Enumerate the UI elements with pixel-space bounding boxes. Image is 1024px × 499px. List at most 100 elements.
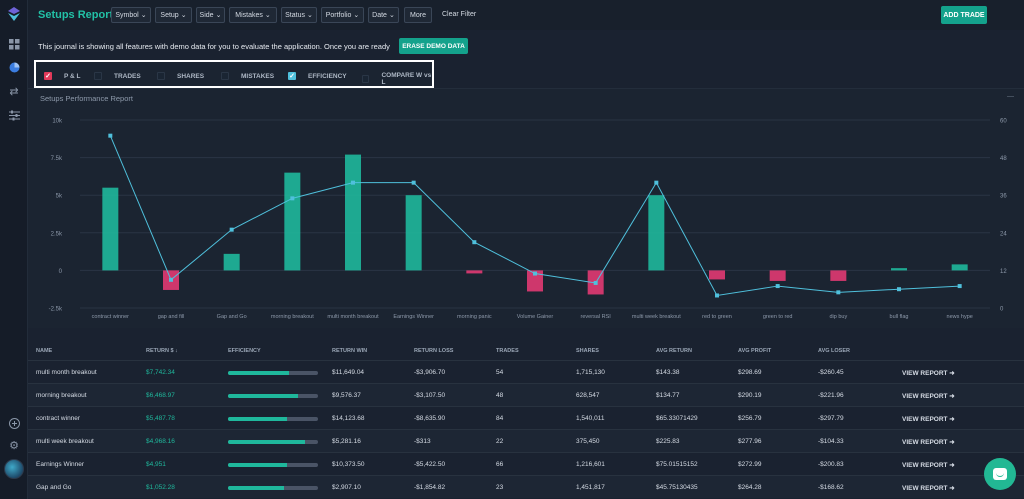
- trades-transfer-icon[interactable]: ⇄: [9, 85, 19, 98]
- y-right-tick-label: 48: [1000, 156, 1007, 162]
- toggle-trades[interactable]: TRADES: [94, 72, 141, 80]
- table-cell: -$8,635.90: [414, 415, 446, 422]
- view-report-link[interactable]: VIEW REPORT ➜: [902, 485, 955, 492]
- x-tick-label: multi month breakout: [327, 314, 379, 320]
- toggle-mistakes[interactable]: MISTAKES: [221, 72, 274, 80]
- filter-label: Date: [372, 11, 387, 19]
- bar: [648, 195, 665, 271]
- column-header[interactable]: AVG PROFIT: [738, 348, 772, 354]
- efficiency-bar: [228, 463, 318, 467]
- chevron-down-icon: ⌄: [388, 12, 395, 19]
- toggle-p-l[interactable]: ✓ P & L: [44, 72, 81, 80]
- add-trade-button[interactable]: ADD TRADE: [941, 6, 987, 24]
- table-row[interactable]: Earnings Winner $4,951 $10,373.50 -$5,422.5…: [28, 452, 1024, 475]
- chevron-down-icon: ⌄: [264, 12, 271, 19]
- y-left-tick-label: 5k: [56, 194, 63, 200]
- efficiency-point: [472, 240, 477, 245]
- view-report-link[interactable]: VIEW REPORT ➜: [902, 416, 955, 423]
- collapse-icon[interactable]: —: [1007, 93, 1014, 100]
- filter-label: Mistakes: [235, 11, 263, 19]
- toggle-efficiency[interactable]: ✓ EFFICIENCY: [288, 72, 347, 80]
- column-header[interactable]: NAME: [36, 348, 53, 354]
- column-header[interactable]: RETURN $ ↓: [146, 348, 178, 354]
- table-cell: -$168.62: [818, 484, 844, 491]
- checkbox[interactable]: [94, 72, 102, 80]
- view-report-link[interactable]: VIEW REPORT ➜: [902, 393, 955, 400]
- add-icon[interactable]: [7, 416, 21, 430]
- filter-symbol-button[interactable]: Symbol ⌄: [111, 7, 151, 23]
- y-left-tick-label: 2.5k: [51, 231, 63, 237]
- efficiency-fill: [228, 440, 306, 444]
- table-cell: $264.28: [738, 484, 762, 491]
- column-header[interactable]: RETURN LOSS: [414, 348, 454, 354]
- bar: [769, 270, 786, 281]
- filter-date-button[interactable]: Date ⌄: [368, 7, 399, 23]
- y-right-tick-label: 60: [1000, 119, 1007, 125]
- checkbox[interactable]: ✓: [44, 72, 52, 80]
- setups-chart: 10k 7.5k 5k 2.5k 0 -2.5k 60 48 36 24 12 0 contract w…: [49, 119, 1008, 321]
- reports-pie-icon[interactable]: [7, 60, 21, 74]
- bar: [284, 172, 301, 271]
- filter-portfolio-button[interactable]: Portfolio ⌄: [321, 7, 364, 23]
- checkbox-label: P & L: [64, 72, 81, 80]
- checkbox[interactable]: ✓: [288, 72, 296, 80]
- toggle-compare-w-vs-l[interactable]: COMPARE W vs L: [362, 72, 432, 86]
- table-row[interactable]: Gap and Go $1,052.28 $2,907.10 -$1,854.82 23…: [28, 475, 1024, 498]
- clear-filter-link[interactable]: Clear Filter: [442, 11, 477, 18]
- chart-panel: Setups Performance Report — 10k 7.5k 5k 2.5…: [28, 88, 1024, 328]
- table-row[interactable]: morning breakout $6,468.97 $9,576.37 -$3,10…: [28, 383, 1024, 406]
- efficiency-point: [836, 290, 841, 295]
- sidebar: ⇄ ⚙: [0, 0, 28, 499]
- efficiency-bar: [228, 440, 318, 444]
- chat-button[interactable]: [984, 458, 1016, 490]
- view-report-link[interactable]: VIEW REPORT ➜: [902, 439, 955, 446]
- checkbox-label: COMPARE W vs L: [381, 72, 432, 86]
- x-tick-label: contract winner: [92, 314, 129, 320]
- settings-sliders-icon[interactable]: [7, 108, 21, 122]
- table-cell: -$3,107.50: [414, 392, 446, 399]
- table-row[interactable]: contract winner $5,487.78 $14,123.68 -$8,63…: [28, 406, 1024, 429]
- checkbox-label: MISTAKES: [241, 72, 275, 80]
- table-row[interactable]: multi week breakout $4,968.16 $5,281.16 -$3…: [28, 429, 1024, 452]
- app-logo[interactable]: [6, 6, 22, 22]
- table-cell: $290.19: [738, 392, 762, 399]
- gear-icon[interactable]: ⚙: [9, 439, 19, 452]
- x-tick-label: Earnings Winner: [393, 314, 434, 320]
- efficiency-bar: [228, 417, 318, 421]
- x-tick-label: multi week breakout: [632, 314, 681, 320]
- dashboard-icon[interactable]: [7, 37, 21, 51]
- column-header[interactable]: AVG RETURN: [656, 348, 692, 354]
- more-label: More: [410, 11, 426, 19]
- erase-demo-button[interactable]: ERASE DEMO DATA: [399, 38, 468, 54]
- efficiency-bar: [228, 486, 318, 490]
- column-header[interactable]: AVG LOSER: [818, 348, 850, 354]
- table-row[interactable]: multi month breakout $7,742.34 $11,649.04 -…: [28, 360, 1024, 383]
- view-report-link[interactable]: VIEW REPORT ➜: [902, 462, 955, 469]
- filter-side-button[interactable]: Side ⌄: [196, 7, 225, 23]
- checkbox[interactable]: [157, 72, 165, 80]
- filter-mistakes-button[interactable]: Mistakes ⌄: [229, 7, 277, 23]
- toggle-shares[interactable]: SHARES: [157, 72, 204, 80]
- column-header[interactable]: EFFICIENCY: [228, 348, 261, 354]
- bar: [891, 268, 907, 271]
- column-header[interactable]: RETURN WIN: [332, 348, 368, 354]
- chevron-down-icon: ⌄: [353, 12, 360, 19]
- efficiency-point: [897, 287, 901, 292]
- filter-setup-button[interactable]: Setup ⌄: [155, 7, 192, 23]
- checkbox[interactable]: [221, 72, 229, 80]
- table-cell: -$200.83: [818, 461, 844, 468]
- bar: [466, 270, 483, 274]
- x-tick-label: reversal RSI: [581, 314, 612, 320]
- column-header[interactable]: SHARES: [576, 348, 599, 354]
- checkbox[interactable]: [362, 75, 370, 83]
- filter-status-button[interactable]: Status ⌄: [281, 7, 317, 23]
- column-header[interactable]: TRADES: [496, 348, 519, 354]
- more-button[interactable]: More: [404, 7, 432, 23]
- avatar[interactable]: [4, 459, 24, 479]
- y-left-tick-label: 10k: [52, 119, 63, 125]
- table-cell: $9,576.37: [332, 392, 361, 399]
- bar: [102, 187, 119, 271]
- page-title: Setups Report: [38, 9, 114, 21]
- table-cell: $134.77: [656, 392, 680, 399]
- view-report-link[interactable]: VIEW REPORT ➜: [902, 370, 955, 377]
